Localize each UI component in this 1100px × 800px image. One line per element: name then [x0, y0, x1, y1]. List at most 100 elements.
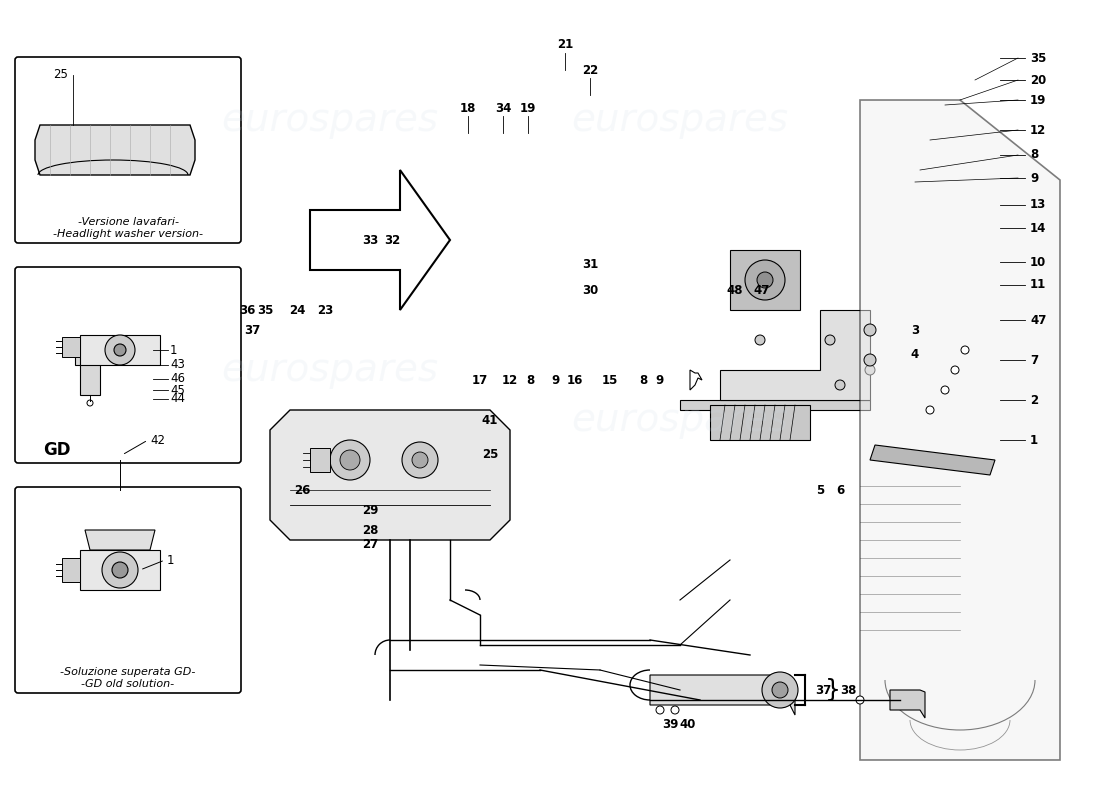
Text: 22: 22 — [582, 63, 598, 77]
Text: 35: 35 — [256, 303, 273, 317]
Text: 47: 47 — [754, 283, 770, 297]
Polygon shape — [890, 690, 925, 718]
Circle shape — [776, 696, 784, 704]
Text: 29: 29 — [362, 503, 378, 517]
Polygon shape — [62, 558, 80, 582]
Text: 21: 21 — [557, 38, 573, 51]
Text: 32: 32 — [384, 234, 400, 246]
Text: 14: 14 — [1030, 222, 1046, 234]
Text: }: } — [825, 678, 842, 702]
Text: 12: 12 — [502, 374, 518, 386]
Text: 12: 12 — [1030, 123, 1046, 137]
Text: eurospares: eurospares — [571, 101, 789, 139]
Text: 40: 40 — [680, 718, 696, 731]
Text: 27: 27 — [362, 538, 378, 551]
Text: 44: 44 — [170, 393, 185, 406]
Circle shape — [755, 335, 764, 345]
Text: 9: 9 — [1030, 171, 1038, 185]
Text: -Versione lavafari-: -Versione lavafari- — [77, 217, 178, 227]
Circle shape — [102, 552, 138, 588]
Text: eurospares: eurospares — [221, 101, 439, 139]
Text: 4: 4 — [911, 349, 920, 362]
Text: GD: GD — [43, 441, 70, 459]
Circle shape — [864, 324, 876, 336]
Circle shape — [757, 272, 773, 288]
Text: -Headlight washer version-: -Headlight washer version- — [53, 229, 204, 239]
Text: 5: 5 — [816, 483, 824, 497]
Text: 42: 42 — [150, 434, 165, 446]
Circle shape — [671, 706, 679, 714]
Text: 48: 48 — [727, 283, 744, 297]
Circle shape — [825, 335, 835, 345]
Circle shape — [926, 406, 934, 414]
Text: 37: 37 — [815, 683, 832, 697]
Text: 8: 8 — [526, 374, 535, 386]
Circle shape — [412, 452, 428, 468]
Text: 9: 9 — [551, 374, 559, 386]
Text: eurospares: eurospares — [571, 401, 789, 439]
Text: 20: 20 — [1030, 74, 1046, 86]
Text: 37: 37 — [244, 323, 260, 337]
Text: 24: 24 — [289, 303, 305, 317]
Text: 16: 16 — [566, 374, 583, 386]
Circle shape — [330, 440, 370, 480]
Circle shape — [104, 335, 135, 365]
Circle shape — [772, 682, 788, 698]
Text: 45: 45 — [170, 383, 185, 397]
Text: 7: 7 — [1030, 354, 1038, 366]
Text: 1: 1 — [167, 554, 175, 566]
Circle shape — [114, 344, 126, 356]
Polygon shape — [80, 335, 160, 365]
Polygon shape — [870, 445, 996, 475]
Text: 43: 43 — [170, 358, 185, 371]
Polygon shape — [62, 337, 80, 357]
Text: 36: 36 — [239, 303, 255, 317]
Circle shape — [745, 260, 785, 300]
Text: 23: 23 — [317, 303, 333, 317]
Circle shape — [696, 696, 704, 704]
Text: -GD old solution-: -GD old solution- — [81, 679, 175, 689]
Polygon shape — [85, 530, 155, 550]
Text: 8: 8 — [1030, 149, 1038, 162]
Text: 10: 10 — [1030, 255, 1046, 269]
Text: 35: 35 — [1030, 51, 1046, 65]
Text: 28: 28 — [362, 523, 378, 537]
Circle shape — [117, 455, 123, 461]
Circle shape — [940, 386, 949, 394]
Circle shape — [656, 706, 664, 714]
Circle shape — [864, 354, 876, 366]
FancyBboxPatch shape — [15, 487, 241, 693]
Text: 31: 31 — [582, 258, 598, 271]
Circle shape — [865, 365, 874, 375]
FancyBboxPatch shape — [15, 57, 241, 243]
Circle shape — [952, 366, 959, 374]
Text: 11: 11 — [1030, 278, 1046, 291]
Polygon shape — [270, 410, 510, 540]
Text: 39: 39 — [662, 718, 679, 731]
Text: 1: 1 — [170, 343, 177, 357]
Text: 3: 3 — [911, 323, 920, 337]
Text: 9: 9 — [656, 374, 664, 386]
Text: 2: 2 — [1030, 394, 1038, 406]
Polygon shape — [860, 100, 1060, 760]
Text: 26: 26 — [294, 483, 310, 497]
Polygon shape — [710, 405, 810, 440]
Circle shape — [87, 400, 94, 406]
Circle shape — [762, 672, 798, 708]
Text: 15: 15 — [602, 374, 618, 386]
Circle shape — [856, 696, 864, 704]
Text: 46: 46 — [170, 373, 185, 386]
Text: 30: 30 — [582, 283, 598, 297]
Polygon shape — [650, 675, 795, 715]
Text: 38: 38 — [840, 683, 857, 697]
Text: 6: 6 — [836, 483, 844, 497]
Polygon shape — [80, 550, 160, 590]
Text: 19: 19 — [1030, 94, 1046, 106]
Text: 8: 8 — [639, 374, 647, 386]
Text: 19: 19 — [520, 102, 536, 114]
Text: eurospares: eurospares — [221, 351, 439, 389]
Polygon shape — [730, 250, 800, 310]
Polygon shape — [75, 355, 100, 395]
Text: 13: 13 — [1030, 198, 1046, 211]
Text: 1: 1 — [1030, 434, 1038, 446]
